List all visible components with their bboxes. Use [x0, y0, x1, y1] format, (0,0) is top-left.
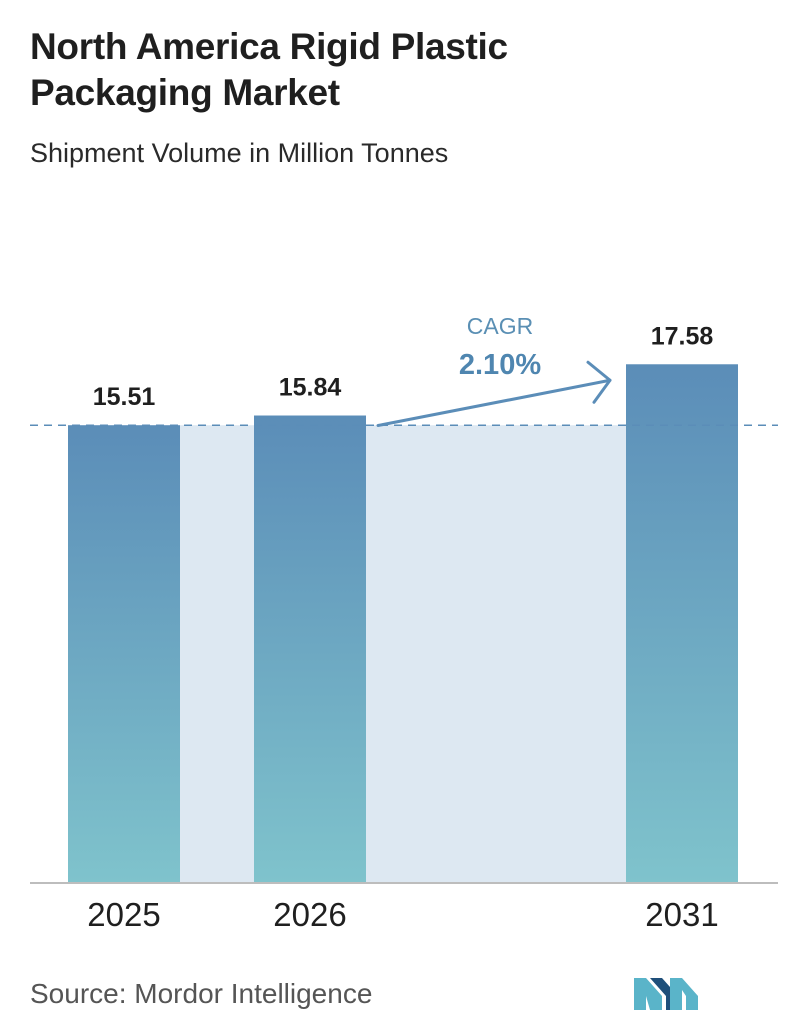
chart-title: North America Rigid Plastic Packaging Ma… [30, 26, 508, 113]
x-tick-label-2031: 2031 [645, 896, 718, 933]
bar-value-label-2026: 15.84 [279, 374, 342, 402]
logo-shape-right [670, 978, 698, 1010]
x-tick-label-2025: 2025 [87, 896, 160, 933]
bar-value-label-2031: 17.58 [651, 322, 714, 350]
bar-2025 [68, 425, 180, 882]
bar-2031 [626, 364, 738, 882]
cagr-arrow-line [376, 378, 612, 428]
cagr-arrow-head [586, 360, 612, 404]
cagr-value: 2.10% [459, 349, 541, 381]
x-tick-label-2026: 2026 [273, 896, 346, 933]
mordor-intelligence-logo-icon [634, 978, 698, 1010]
logo-shape-left [634, 978, 662, 1010]
bar-chart: 15.51 2025 15.84 2026 17.58 2031 CAGR 2.10% [30, 313, 778, 933]
cagr-label: CAGR [467, 313, 533, 339]
chart-subtitle: Shipment Volume in Million Tonnes [30, 138, 449, 168]
bar-value-label-2025: 15.51 [93, 383, 156, 411]
source-credit: Source: Mordor Intelligence [30, 978, 373, 1009]
bar-2026 [254, 415, 366, 882]
